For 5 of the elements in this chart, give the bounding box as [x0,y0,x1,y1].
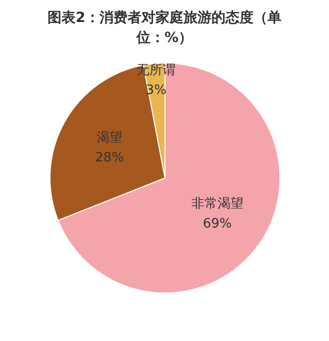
data-label: 69% [202,216,232,232]
slice-label: 渴望 [96,130,123,146]
slice-label: 非常渴望 [191,196,244,212]
chart-title: 图表2：消费者对家庭旅游的态度（单位：%） [46,8,282,48]
data-label: 28% [95,150,124,166]
